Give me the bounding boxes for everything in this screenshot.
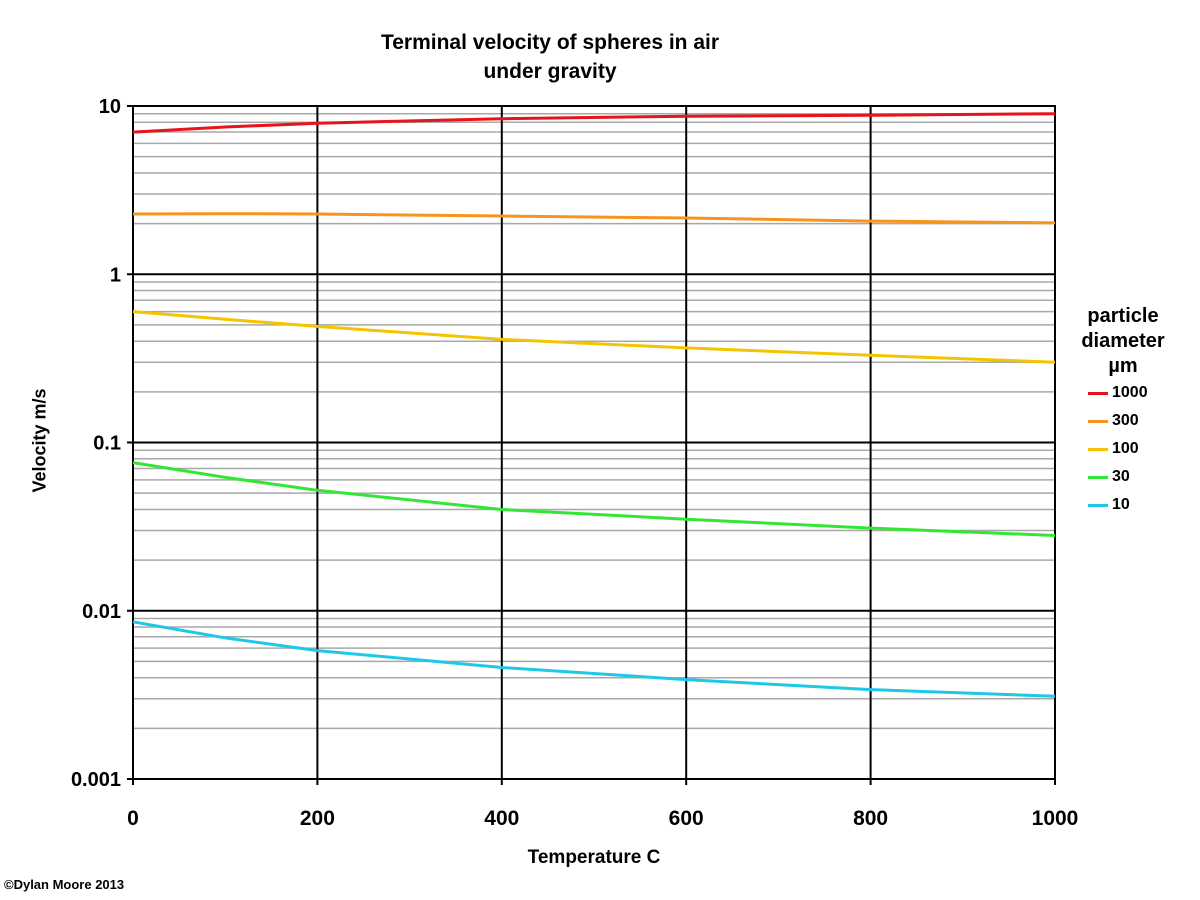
y-tick-label: 0.01 xyxy=(82,601,121,623)
legend-label: 30 xyxy=(1112,468,1130,485)
legend-title-line: diameter xyxy=(1081,330,1165,352)
legend-label: 10 xyxy=(1112,496,1130,513)
legend-title-line: µm xyxy=(1108,355,1138,377)
y-axis-label: Velocity m/s xyxy=(29,388,50,493)
x-axis-label: Temperature C xyxy=(527,847,661,868)
x-tick-label: 200 xyxy=(300,807,335,830)
legend-swatch xyxy=(1088,447,1108,451)
legend-item-100: 100 xyxy=(1088,435,1188,463)
legend-item-1000: 1000 xyxy=(1088,379,1188,407)
chart-title-line-1: Terminal velocity of spheres in air xyxy=(380,31,720,54)
legend-title-line: particle xyxy=(1087,305,1159,327)
legend-label: 1000 xyxy=(1112,384,1148,401)
y-tick-label: 10 xyxy=(99,96,121,118)
series-line-300 xyxy=(132,212,1056,225)
legend-item-10: 10 xyxy=(1088,491,1188,519)
x-tick-label: 600 xyxy=(669,807,704,830)
series-line-10 xyxy=(132,620,1056,698)
y-tick-label: 0.001 xyxy=(71,769,121,791)
legend-swatch xyxy=(1088,419,1108,423)
legend-label: 100 xyxy=(1112,440,1139,457)
series-line-1000 xyxy=(132,112,1056,134)
legend-item-30: 30 xyxy=(1088,463,1188,491)
x-tick-label: 800 xyxy=(853,807,888,830)
legend-swatch xyxy=(1088,475,1108,479)
series-line-30 xyxy=(132,461,1056,537)
plot-border xyxy=(132,105,1056,780)
legend-swatch xyxy=(1088,503,1108,507)
series-line-100 xyxy=(132,310,1056,364)
x-tick-label: 1000 xyxy=(1032,807,1079,830)
legend-swatch xyxy=(1088,391,1108,395)
legend-title: particle diameter µm xyxy=(1068,304,1178,379)
copyright-notice: ©Dylan Moore 2013 xyxy=(4,877,125,892)
y-tick-label: 0.1 xyxy=(93,433,121,455)
chart-title-line-2: under gravity xyxy=(483,60,617,83)
y-tick-label: 1 xyxy=(110,264,121,286)
x-tick-label: 400 xyxy=(484,807,519,830)
legend: particle diameter µm 1000 300 100 30 10 xyxy=(1068,304,1188,519)
legend-label: 300 xyxy=(1112,412,1139,429)
legend-item-300: 300 xyxy=(1088,407,1188,435)
legend-items: 1000 300 100 30 10 xyxy=(1068,379,1188,519)
chart-title: Terminal velocity of spheres in air unde… xyxy=(300,28,800,86)
x-tick-label: 0 xyxy=(127,807,139,830)
